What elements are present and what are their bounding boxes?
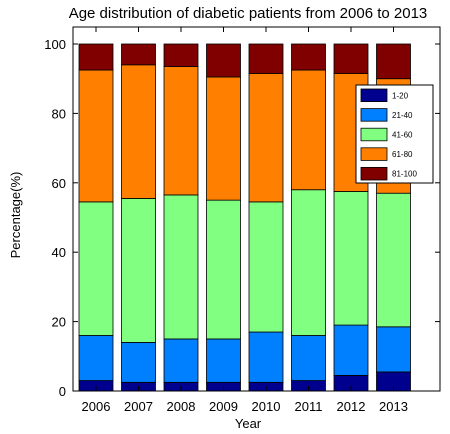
bars-layer xyxy=(78,43,411,392)
legend-swatch-61-80 xyxy=(360,147,388,161)
bar-2011-81-100 xyxy=(291,43,326,71)
x-tick-label: 2009 xyxy=(209,399,238,414)
bar-2007-41-60 xyxy=(121,198,156,343)
y-tick-label: 60 xyxy=(52,176,66,191)
legend-swatch-1-20 xyxy=(360,88,388,103)
bar-2008-81-100 xyxy=(163,43,199,67)
bar-2012-81-100 xyxy=(333,43,369,74)
bar-2011-41-60 xyxy=(291,189,326,336)
y-tick-label: 40 xyxy=(52,245,66,260)
chart-title: Age distribution of diabetic patients fr… xyxy=(69,5,428,22)
x-tick-label: 2006 xyxy=(82,399,111,414)
bar-2008-61-80 xyxy=(163,66,199,196)
x-tick-label: 2010 xyxy=(252,399,281,414)
legend-swatch-81-100 xyxy=(360,166,388,181)
bar-2012-41-60 xyxy=(333,191,369,326)
y-tick-label: 100 xyxy=(44,37,66,52)
x-tick-label: 2007 xyxy=(124,399,153,414)
bar-2006-21-40 xyxy=(78,335,114,381)
bar-2007-61-80 xyxy=(121,64,156,199)
bar-2010-61-80 xyxy=(248,73,284,203)
bar-2010-81-100 xyxy=(248,43,284,74)
y-axis-ticks: 0 20 40 60 80 100 xyxy=(44,37,440,399)
legend-swatch-41-60 xyxy=(360,127,388,142)
bar-2010-21-40 xyxy=(248,331,284,383)
y-tick-label: 80 xyxy=(52,106,66,121)
bar-2013-21-40 xyxy=(376,326,411,373)
legend-label-41-60: 41-60 xyxy=(392,131,413,140)
legend-label-1-20: 1-20 xyxy=(392,91,409,100)
bar-2011-21-40 xyxy=(291,335,326,381)
bar-2008-21-40 xyxy=(163,338,199,383)
bar-2008-41-60 xyxy=(163,194,199,340)
legend-label-61-80: 61-80 xyxy=(392,150,413,159)
bar-2006-61-80 xyxy=(78,69,114,203)
plot-area-frame xyxy=(72,26,441,392)
bar-2009-81-100 xyxy=(206,43,241,78)
bar-2009-21-40 xyxy=(206,338,241,383)
y-tick-label: 0 xyxy=(59,384,66,399)
legend-swatch-21-40 xyxy=(360,108,388,122)
y-tick-label: 20 xyxy=(52,315,66,330)
bar-2007-81-100 xyxy=(121,43,156,66)
bar-2009-41-60 xyxy=(206,199,241,340)
x-tick-label: 2011 xyxy=(295,399,323,414)
y-axis-label: Percentage(%) xyxy=(8,172,23,259)
bar-2010-41-60 xyxy=(248,201,284,333)
x-tick-label: 2012 xyxy=(337,399,366,414)
bar-2013-81-100 xyxy=(376,43,411,80)
x-axis-label: Year xyxy=(235,416,262,431)
bar-2007-21-40 xyxy=(121,342,156,383)
x-tick-label: 2008 xyxy=(167,399,196,414)
x-tick-label: 2013 xyxy=(379,399,408,414)
bar-2012-21-40 xyxy=(333,324,369,376)
legend: 1-20 21-40 41-60 61-80 81-100 xyxy=(355,84,434,184)
bar-2011-61-80 xyxy=(291,69,326,191)
x-axis-ticks: 2006 2007 2008 2009 2010 2011 2012 2013 xyxy=(82,27,408,414)
bar-2006-81-100 xyxy=(78,43,114,71)
bar-2006-41-60 xyxy=(78,201,114,336)
legend-label-81-100: 81-100 xyxy=(392,170,417,179)
bar-2009-61-80 xyxy=(206,76,241,201)
legend-label-21-40: 21-40 xyxy=(392,111,413,120)
bar-2013-41-60 xyxy=(376,192,411,328)
